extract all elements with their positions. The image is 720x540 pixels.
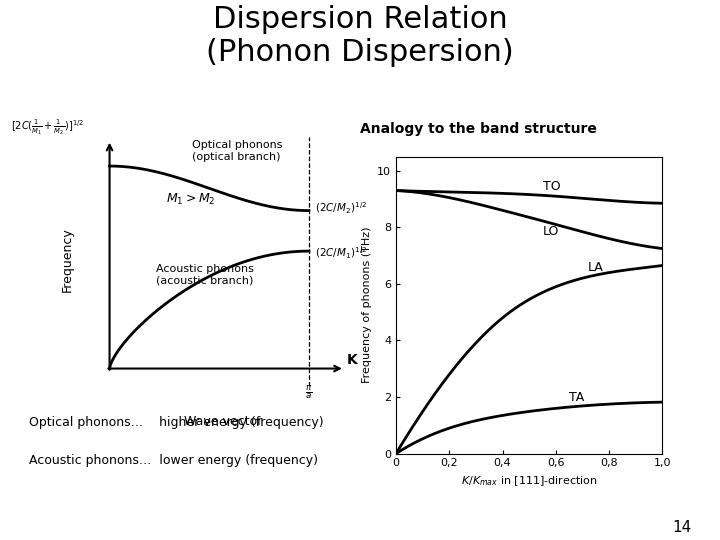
Text: $\frac{\pi}{a}$: $\frac{\pi}{a}$ [305, 383, 312, 401]
Text: LA: LA [588, 261, 603, 274]
Text: $M_1 > M_2$: $M_1 > M_2$ [166, 192, 215, 207]
Text: 14: 14 [672, 519, 691, 535]
Text: Optical phonons…    higher energy (frequency): Optical phonons… higher energy (frequenc… [29, 416, 323, 429]
Text: Analogy to the band structure: Analogy to the band structure [360, 122, 597, 136]
Text: TO: TO [543, 179, 560, 193]
X-axis label: $K/K_{max}$ in [111]-direction: $K/K_{max}$ in [111]-direction [461, 474, 598, 488]
Text: Acoustic phonons
(acoustic branch): Acoustic phonons (acoustic branch) [156, 265, 253, 286]
Text: Optical phonons
(optical branch): Optical phonons (optical branch) [192, 140, 282, 161]
Text: $(2C/M_1)^{1/2}$: $(2C/M_1)^{1/2}$ [315, 245, 367, 261]
Text: LO: LO [543, 225, 559, 238]
Y-axis label: Frequency of phonons (THz): Frequency of phonons (THz) [361, 227, 372, 383]
Text: Acoustic phonons…  lower energy (frequency): Acoustic phonons… lower energy (frequenc… [29, 454, 318, 467]
Text: TA: TA [570, 391, 585, 404]
Text: Frequency: Frequency [61, 227, 74, 292]
Text: $(2C/M_2)^{1/2}$: $(2C/M_2)^{1/2}$ [315, 201, 367, 217]
Text: Wave vector: Wave vector [184, 415, 262, 428]
Text: $[2C(\frac{1}{M_1}+\frac{1}{M_2})]^{1/2}$: $[2C(\frac{1}{M_1}+\frac{1}{M_2})]^{1/2}… [11, 117, 84, 137]
Text: K: K [347, 353, 358, 367]
Text: Dispersion Relation
(Phonon Dispersion): Dispersion Relation (Phonon Dispersion) [206, 5, 514, 67]
